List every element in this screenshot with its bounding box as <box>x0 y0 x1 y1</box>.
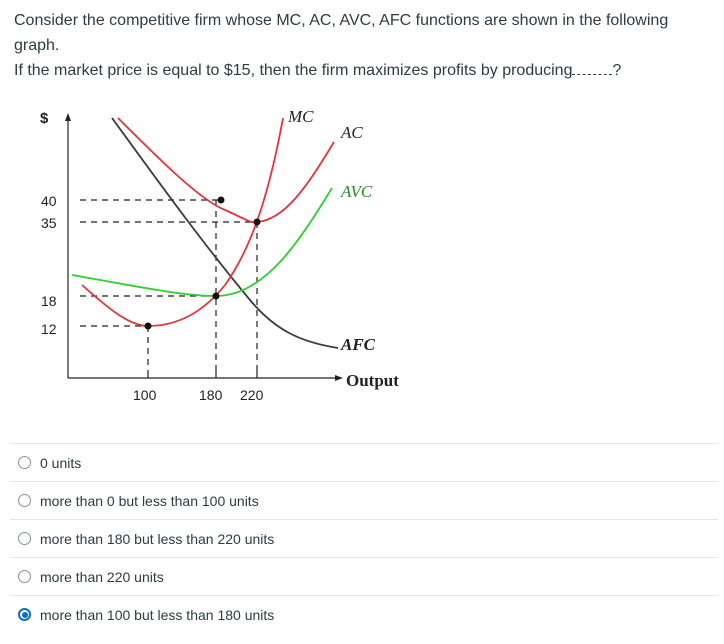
question-line-1: Consider the competitive firm whose MC, … <box>14 12 669 54</box>
answer-option[interactable]: more than 100 but less than 180 units <box>10 595 718 633</box>
mc-curve <box>81 117 284 327</box>
radio-button[interactable] <box>18 532 31 545</box>
x-tick-label: 180 <box>199 387 223 403</box>
question-mark: ? <box>612 62 622 79</box>
question-line-2: If the market price is equal to $15, the… <box>14 58 718 83</box>
y-tick-label: 35 <box>41 215 57 231</box>
answer-label: more than 180 but less than 220 units <box>40 530 275 547</box>
answer-option[interactable]: more than 180 but less than 220 units <box>10 519 718 557</box>
answer-label: more than 100 but less than 180 units <box>40 606 275 623</box>
mc-label: MC <box>287 107 314 126</box>
y-axis-symbol: $ <box>40 110 49 127</box>
avc-curve <box>71 187 333 297</box>
question-line-2-text: If the market price is equal to $15, the… <box>14 62 573 79</box>
ac-curve <box>117 117 335 224</box>
y-tick-label: 40 <box>41 193 57 209</box>
avc-min-point <box>212 292 220 300</box>
x-axis-arrow <box>335 375 343 381</box>
output-label: Output <box>346 371 399 390</box>
answer-blank <box>572 60 613 75</box>
answer-option[interactable]: more than 220 units <box>10 557 718 595</box>
avc-label: AVC <box>340 182 373 201</box>
cost-curves-graph: $ 40 35 18 12 100 180 220 MC AC AVC AFC … <box>40 107 399 403</box>
answer-list: 0 units more than 0 but less than 100 un… <box>10 443 718 633</box>
afc-curve <box>111 117 339 349</box>
radio-button[interactable] <box>18 570 31 583</box>
y-tick-label: 12 <box>41 321 57 337</box>
answer-label: more than 220 units <box>40 568 164 585</box>
question-text: Consider the competitive firm whose MC, … <box>14 8 718 83</box>
radio-button-selected[interactable] <box>18 608 31 621</box>
ac-point <box>217 196 225 204</box>
x-tick-label: 100 <box>133 387 157 403</box>
answer-option[interactable]: 0 units <box>10 443 718 481</box>
axis-ticks <box>147 370 258 378</box>
answer-label: more than 0 but less than 100 units <box>40 492 259 509</box>
y-axis-arrow <box>65 113 71 121</box>
mc-min-point <box>144 322 152 330</box>
ac-label: AC <box>340 123 363 142</box>
answer-option[interactable]: more than 0 but less than 100 units <box>10 481 718 519</box>
ac-min-point <box>253 218 261 226</box>
y-tick-label: 18 <box>41 293 57 309</box>
radio-button[interactable] <box>18 456 31 469</box>
radio-button[interactable] <box>18 494 31 507</box>
answer-label: 0 units <box>40 454 82 471</box>
x-tick-label: 220 <box>240 387 264 403</box>
guide-lines <box>80 199 258 370</box>
afc-label: AFC <box>340 335 376 354</box>
